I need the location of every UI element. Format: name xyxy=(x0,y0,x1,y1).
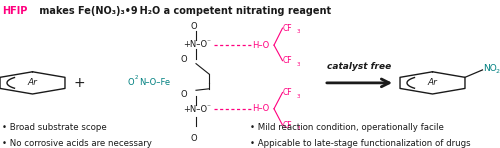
Text: +N–O: +N–O xyxy=(183,40,207,49)
Text: CF: CF xyxy=(282,24,292,33)
Text: O: O xyxy=(190,134,198,143)
Text: O: O xyxy=(128,78,134,87)
Text: NO: NO xyxy=(484,64,497,73)
Text: H–O: H–O xyxy=(252,41,270,50)
Text: +N–O: +N–O xyxy=(183,105,207,114)
Text: • Appicable to late-stage functionalization of drugs: • Appicable to late-stage functionalizat… xyxy=(250,139,470,148)
Text: O: O xyxy=(180,90,188,99)
Text: 3: 3 xyxy=(296,62,300,67)
Text: makes Fe(NO₃)₃•9 H₂O a competent nitrating reagent: makes Fe(NO₃)₃•9 H₂O a competent nitrati… xyxy=(36,6,332,16)
Text: 2: 2 xyxy=(135,75,138,80)
Text: +: + xyxy=(73,76,85,90)
Text: 3: 3 xyxy=(296,126,300,131)
Text: ⁻: ⁻ xyxy=(206,38,210,47)
Text: O: O xyxy=(180,55,188,64)
Text: O: O xyxy=(190,22,198,31)
Text: ⁻: ⁻ xyxy=(206,103,210,112)
Text: 2: 2 xyxy=(496,69,500,74)
Text: CF: CF xyxy=(282,56,292,65)
Text: N–O–Fe: N–O–Fe xyxy=(139,78,170,87)
Text: Ar: Ar xyxy=(428,78,438,87)
Text: HFIP: HFIP xyxy=(2,6,28,16)
Text: CF: CF xyxy=(282,121,292,130)
Text: 3: 3 xyxy=(296,29,300,34)
Text: Ar: Ar xyxy=(28,78,38,87)
Text: • Broad substrate scope: • Broad substrate scope xyxy=(2,123,107,132)
Text: catalyst free: catalyst free xyxy=(328,62,392,71)
Text: • Mild reaction condition, operationally facile: • Mild reaction condition, operationally… xyxy=(250,123,444,132)
Text: 3: 3 xyxy=(296,94,300,99)
Text: CF: CF xyxy=(282,88,292,97)
Text: H–O: H–O xyxy=(252,104,270,113)
Text: • No corrosive acids are necessary: • No corrosive acids are necessary xyxy=(2,139,152,148)
